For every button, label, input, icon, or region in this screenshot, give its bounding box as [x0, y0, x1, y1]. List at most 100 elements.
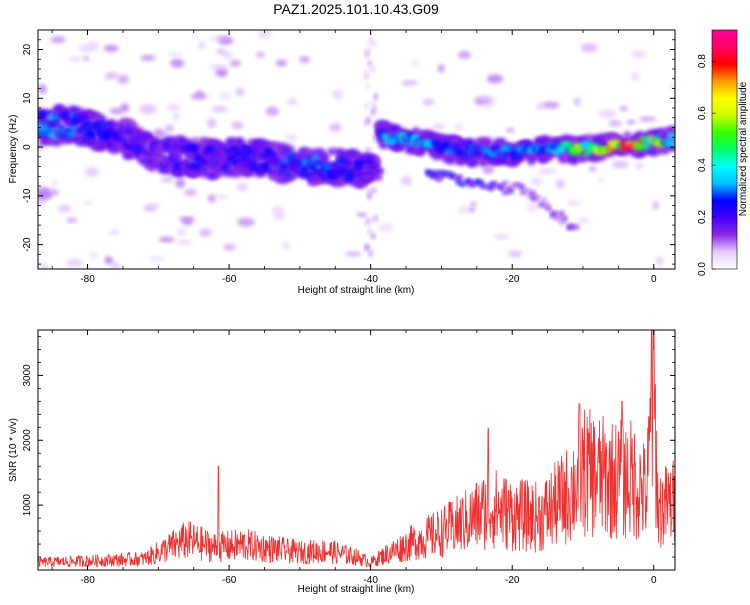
spectrogram-blob: [367, 39, 373, 46]
spectrogram-blob: [38, 84, 47, 94]
spectrogram-blob: [287, 98, 298, 106]
spectrogram-blob: [372, 134, 378, 141]
spectrogram-blob: [265, 106, 279, 117]
spectrogram-blob: [218, 92, 232, 100]
spectrogram-blobs: [38, 30, 675, 269]
spectrogram-y-tick-label-0: -20: [22, 237, 33, 252]
snr-y-tick-label-2: 3000: [22, 364, 33, 387]
spectrogram-blob: [466, 154, 475, 159]
spectrogram-blob: [165, 124, 174, 133]
spectrogram-blob: [655, 256, 664, 267]
spectrogram-blob: [78, 44, 96, 52]
spectrogram-blob: [550, 210, 558, 216]
spectrogram-blob: [490, 181, 498, 187]
spectrogram-blob: [84, 167, 99, 177]
spectrogram-blob: [176, 239, 193, 245]
spectrogram-blob: [172, 152, 183, 160]
spectrogram-blob: [298, 56, 311, 63]
spectrogram-blob: [300, 165, 310, 173]
spectrogram-blob: [186, 153, 194, 159]
spectrogram-blob: [460, 153, 468, 159]
spectrogram-blob: [410, 59, 420, 68]
spectrogram-blob: [373, 168, 383, 173]
snr-x-tick-label-1: -60: [222, 575, 237, 586]
spectrogram-blob: [190, 137, 200, 145]
spectrogram-blob: [527, 202, 538, 212]
colorbar-tick-label-2: 0.4: [697, 158, 708, 172]
spectrogram-blob: [648, 135, 655, 141]
spectrogram-blob: [541, 101, 560, 109]
spectrogram-blob: [72, 107, 84, 114]
spectrogram-blob: [488, 150, 496, 158]
spectrogram-blob: [356, 212, 367, 217]
spectrogram-blob: [235, 88, 245, 96]
snr-y-ticks: 1000 2000 3000: [22, 336, 675, 571]
spectrogram-blob: [567, 224, 575, 230]
spectrogram-blob: [120, 103, 130, 113]
spectrogram-blob: [45, 127, 53, 133]
spectrogram-x-tick-label-3: -20: [505, 274, 520, 285]
spectrogram-blob: [376, 129, 388, 135]
snr-x-tick-label-4: 0: [651, 575, 657, 586]
spectrogram-blob: [208, 36, 221, 41]
spectrogram-blob: [373, 93, 379, 100]
spectrogram-blob: [222, 164, 231, 170]
colorbar-tick-label-0: 0.0: [697, 262, 708, 276]
spectrogram-blob: [497, 184, 505, 190]
spectrogram-blob: [363, 154, 375, 160]
spectrogram-x-tick-label-1: -60: [222, 274, 237, 285]
spectrogram-blob: [229, 59, 241, 67]
spectrogram-blob: [577, 217, 590, 224]
spectrogram-blob: [652, 200, 660, 211]
snr-x-ticks: -80 -60 -40 -20 0: [51, 330, 657, 586]
spectrogram-blob: [635, 162, 644, 171]
spectrogram-blob: [256, 51, 265, 58]
spectrogram-blob: [52, 112, 60, 118]
spectrogram-blob: [341, 166, 349, 173]
spectrogram-blob: [537, 169, 549, 175]
spectrogram-y-tick-label-4: 20: [22, 44, 33, 56]
spectrogram-blob: [40, 120, 48, 125]
spectrogram-blob: [66, 258, 83, 267]
spectrogram-blob: [284, 171, 292, 179]
snr-series-line: [38, 330, 675, 568]
spectrogram-blob: [152, 128, 166, 138]
spectrogram-blob: [558, 147, 567, 154]
spectrogram-blob: [230, 146, 239, 151]
spectrogram-blob: [554, 215, 562, 221]
spectrogram-blob: [544, 206, 552, 212]
spectrogram-blob: [165, 146, 173, 153]
spectrogram-blob: [435, 176, 443, 182]
spectrogram-blob: [405, 140, 416, 146]
spectrogram-blob: [140, 54, 156, 61]
spectrogram-blob: [182, 218, 193, 226]
spectrogram-blob: [78, 114, 87, 122]
spectrogram-blob: [365, 158, 375, 165]
spectrogram-blob: [84, 200, 93, 206]
spectrogram-y-tick-label-3: 10: [22, 92, 33, 104]
spectrogram-blob: [370, 109, 376, 116]
spectrogram-blob: [529, 190, 537, 196]
spectrogram-blob: [482, 165, 495, 174]
spectrogram-blob: [524, 188, 532, 194]
spectrogram-blob: [467, 206, 476, 213]
spectrogram-blob: [207, 146, 216, 152]
spectrogram-blob: [371, 187, 377, 194]
spectrogram-blob: [506, 128, 515, 133]
spectrogram-blob: [83, 56, 90, 61]
spectrogram-blob: [368, 251, 374, 258]
spectrogram-blob: [371, 40, 377, 47]
spectrogram-blob: [508, 250, 522, 258]
spectrogram-blob: [530, 177, 542, 186]
spectrogram-blob: [364, 48, 370, 55]
spectrogram-blob: [275, 59, 288, 67]
spectrogram-blob: [327, 148, 336, 156]
snr-frame: [37, 329, 676, 571]
spectrogram-blob: [557, 211, 565, 217]
spectrogram-y-label: Frequency (Hz): [8, 115, 19, 184]
spectrogram-blob: [332, 89, 343, 99]
spectrogram-blob: [378, 223, 394, 232]
spectrogram-blob: [483, 104, 491, 110]
